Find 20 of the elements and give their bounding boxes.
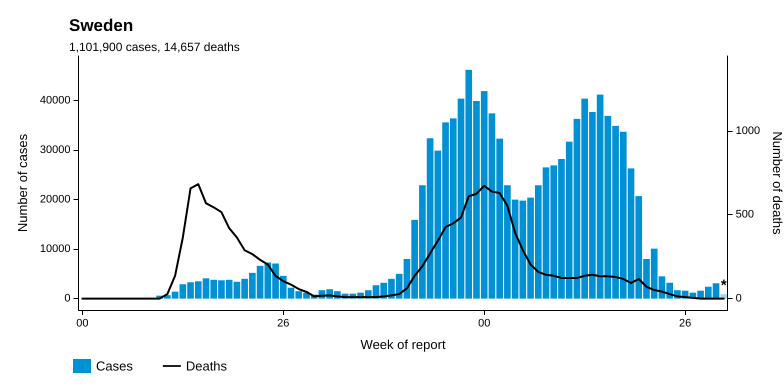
x-tick-label: 00 — [478, 318, 490, 330]
chart-subtitle: 1,101,900 cases, 14,657 deaths — [69, 40, 240, 54]
y2-tick-label: 1000 — [736, 124, 760, 137]
x-axis-title: Week of report — [360, 337, 446, 352]
y-tick-label: 0 — [64, 292, 70, 305]
legend-label: Deaths — [186, 358, 228, 374]
legend-label: Cases — [96, 358, 134, 374]
y-tick-label: 40000 — [40, 94, 70, 107]
y-axis-title: Number of cases — [15, 133, 30, 232]
x-tick-label: 26 — [277, 318, 290, 330]
chart-title: Sweden — [69, 16, 134, 35]
x-tick-label: 00 — [76, 318, 88, 330]
y2-axis-title: Number of deaths — [770, 131, 784, 236]
y2-tick-label: 500 — [736, 208, 754, 221]
y-tick-label: 30000 — [40, 144, 70, 156]
y2-tick-label: 0 — [736, 292, 742, 305]
x-tick-label: 26 — [679, 318, 692, 330]
y-tick-label: 20000 — [40, 194, 70, 206]
y-tick-label: 10000 — [40, 243, 70, 256]
annotation: * — [720, 277, 727, 294]
